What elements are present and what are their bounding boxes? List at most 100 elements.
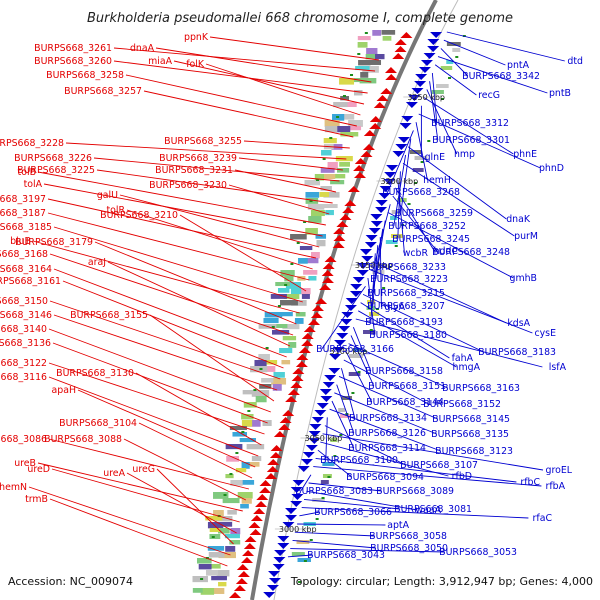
ring-block <box>312 498 325 502</box>
ring-block <box>307 204 325 210</box>
tick-mark <box>316 179 320 181</box>
right-gene-label: BURPS668_3100 <box>320 455 398 466</box>
right-gene-label: BURPS668_3259 <box>395 208 473 219</box>
forward-gene-arrow <box>370 221 383 227</box>
left-gene-label: BURPS668_3168 <box>0 249 48 260</box>
ring-block <box>275 282 290 287</box>
reverse-gene-arrow <box>354 158 367 164</box>
left-gene-label: BURPS668_3140 <box>0 324 47 335</box>
tick-mark <box>200 578 204 580</box>
tick-mark <box>455 56 459 58</box>
left-callout-line <box>49 300 281 380</box>
ring-block <box>315 234 327 239</box>
forward-gene-arrow <box>268 578 281 584</box>
right-gene-label: hddC <box>434 246 459 257</box>
forward-gene-arrow <box>375 207 388 213</box>
forward-gene-arrow <box>349 291 362 297</box>
ring-block <box>245 420 261 427</box>
forward-gene-arrow <box>334 340 347 346</box>
right-callout-line <box>431 72 438 124</box>
reverse-gene-arrow <box>235 578 248 584</box>
ring-block <box>264 360 278 365</box>
forward-gene-arrow <box>268 571 281 577</box>
right-callout-line <box>443 39 506 66</box>
ring-block <box>258 354 270 360</box>
reverse-gene-arrow <box>243 543 256 549</box>
ring-block <box>216 570 230 577</box>
ring-block <box>271 330 290 335</box>
right-callout-line <box>315 457 517 483</box>
ring-block <box>263 318 279 324</box>
ring-block <box>344 126 362 131</box>
ring-block <box>243 402 257 408</box>
left-gene-label: tolR <box>106 205 125 216</box>
reverse-gene-arrow <box>269 452 282 458</box>
forward-gene-arrow <box>328 368 341 374</box>
right-gene-label: dnaK <box>506 214 531 225</box>
kbp-label: 3200 kbp <box>380 177 418 186</box>
ring-block <box>374 54 385 60</box>
left-callout-line <box>123 438 247 501</box>
left-gene-label: bluB <box>10 236 31 247</box>
ring-block <box>241 498 252 504</box>
ring-block <box>218 582 227 587</box>
ring-block <box>281 312 293 317</box>
tick-mark <box>265 347 269 349</box>
ring-block <box>353 90 363 96</box>
reverse-gene-arrow <box>279 417 292 423</box>
ring-block <box>319 192 330 197</box>
left-gene-label: BURPS668_3197 <box>0 194 46 205</box>
right-callout-line <box>341 368 356 419</box>
right-gene-label: BURPS668_3183 <box>478 347 556 358</box>
tick-mark <box>342 95 346 97</box>
reverse-gene-arrow <box>301 340 314 346</box>
right-gene-label: BURPS668_3089 <box>376 486 454 497</box>
right-callout-line <box>321 285 366 350</box>
right-callout-line <box>402 162 515 237</box>
ring-block <box>282 336 297 341</box>
forward-gene-arrow <box>277 536 290 542</box>
left-gene-label: BURPS668_3260 <box>34 56 112 67</box>
right-gene-label: BURPS668_3245 <box>392 234 470 245</box>
ring-block <box>241 462 250 469</box>
right-gene-label: BURPS668_3215 <box>367 288 445 299</box>
reverse-gene-arrow <box>298 347 311 353</box>
ring-block <box>340 414 350 418</box>
left-gene-label: ppnK <box>184 32 209 43</box>
left-gene-label: BURPS668_3210 <box>100 210 178 221</box>
ring-block <box>279 348 293 354</box>
right-callout-line <box>300 474 312 492</box>
ring-block <box>308 216 322 223</box>
tick-mark <box>303 560 307 562</box>
callout-lines <box>28 31 565 567</box>
forward-gene-arrow <box>290 501 303 507</box>
right-callout-line <box>392 195 439 253</box>
right-callout-line <box>317 449 353 478</box>
ring-block <box>208 564 221 569</box>
gene-arrows <box>200 32 466 598</box>
reverse-gene-arrow <box>250 515 263 521</box>
right-gene-label: phnE <box>513 149 537 160</box>
forward-gene-arrow <box>408 95 421 101</box>
reverse-gene-arrow <box>363 130 376 136</box>
right-gene-label: BURPS668_3107 <box>400 460 478 471</box>
left-callout-line <box>53 226 303 303</box>
right-callout-line <box>350 335 375 387</box>
left-callout-line <box>37 171 326 226</box>
left-gene-label: BURPS668_3179 <box>15 237 93 248</box>
reverse-gene-arrow <box>290 382 303 388</box>
tick-mark <box>271 326 275 328</box>
ring-block <box>431 90 444 94</box>
tick-mark <box>427 140 431 142</box>
reverse-gene-arrow <box>267 459 280 465</box>
left-callout-line <box>113 47 376 72</box>
forward-gene-arrow <box>308 431 321 437</box>
ring-block <box>241 420 253 427</box>
ring-block <box>282 324 300 330</box>
reverse-gene-arrow <box>282 410 295 416</box>
reverse-gene-arrow <box>237 571 250 577</box>
reverse-gene-arrow <box>240 557 253 563</box>
ring-block <box>344 102 357 108</box>
